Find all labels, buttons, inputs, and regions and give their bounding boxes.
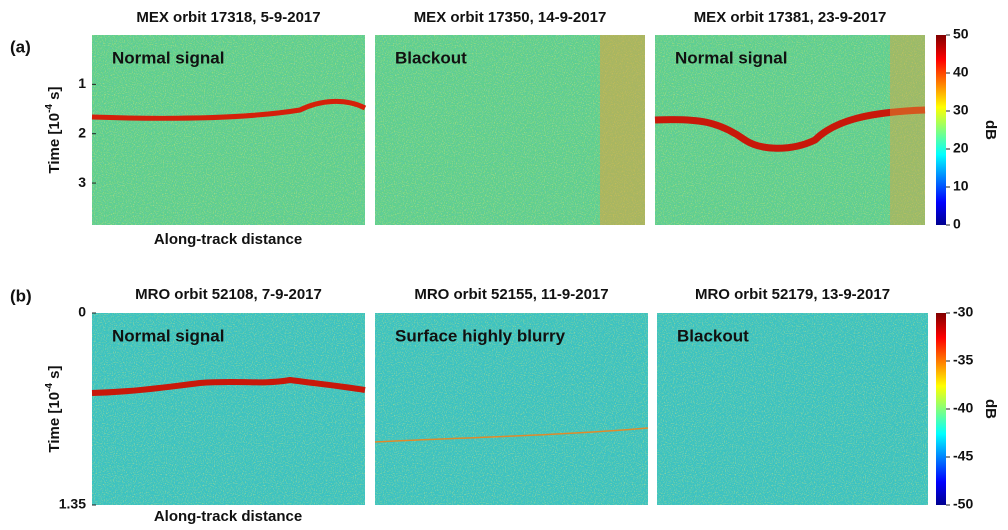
y-tick-label: 1 xyxy=(78,75,86,91)
panel-title: MEX orbit 17350, 14-9-2017 xyxy=(414,9,607,26)
colorbar-label: dB xyxy=(982,399,999,419)
colorbar-tick-label: 10 xyxy=(953,178,969,194)
colorbar-tick-label: 0 xyxy=(953,216,961,232)
y-axis-label-text: Time [10 xyxy=(46,392,63,453)
y-tick-label: 3 xyxy=(78,174,86,190)
panel-annotation: Normal signal xyxy=(112,326,224,345)
y-tick-label: 2 xyxy=(78,124,86,140)
panel-annotation: Surface highly blurry xyxy=(395,326,566,345)
x-axis-label: Along-track distance xyxy=(154,231,302,248)
colorbar-tick-label: -45 xyxy=(953,448,973,464)
panel-annotation: Blackout xyxy=(677,326,749,345)
y-tick-label: 1.35 xyxy=(59,496,86,512)
colorbar-tick-label: 30 xyxy=(953,102,969,118)
colorbar-tick-label: 20 xyxy=(953,140,969,156)
colorbar-tick-label: -50 xyxy=(953,496,973,512)
panel-title: MEX orbit 17381, 23-9-2017 xyxy=(694,9,887,26)
colorbar-tick-label: 40 xyxy=(953,64,969,80)
y-axis-label-unit: s] xyxy=(46,365,63,383)
y-tick-label: 0 xyxy=(78,304,86,320)
y-axis-label-exp: -4 xyxy=(44,383,55,392)
colorbar-tick-label: -35 xyxy=(953,352,973,368)
y-axis-label-text: Time [10 xyxy=(46,113,63,174)
speckle xyxy=(657,313,928,505)
colorbar xyxy=(936,35,946,225)
colorbar-label: dB xyxy=(982,120,999,140)
y-axis-label-exp: -4 xyxy=(44,104,55,113)
colorbar-tick-label: 50 xyxy=(953,26,969,42)
panel-title: MRO orbit 52108, 7-9-2017 xyxy=(135,286,322,303)
panel-annotation: Normal signal xyxy=(675,48,787,67)
colorbar-tick-label: -30 xyxy=(953,304,973,320)
speckle xyxy=(92,35,365,225)
x-axis-label: Along-track distance xyxy=(154,508,302,525)
speckle xyxy=(375,313,648,505)
panel-annotation: Normal signal xyxy=(112,48,224,67)
colorbar-tick-label: -40 xyxy=(953,400,973,416)
surface-echoes xyxy=(91,35,926,443)
panel-title: MRO orbit 52179, 13-9-2017 xyxy=(695,286,890,303)
panel-title: MEX orbit 17318, 5-9-2017 xyxy=(136,9,320,26)
y-axis-label-unit: s] xyxy=(46,86,63,104)
panel-label: (b) xyxy=(10,286,32,305)
speckle xyxy=(92,313,365,505)
y-axis-label: Time [10-4 s] xyxy=(44,365,63,452)
colorbar xyxy=(936,313,946,505)
panel-label: (a) xyxy=(10,37,31,56)
panel-annotation: Blackout xyxy=(395,48,467,67)
panel-title: MRO orbit 52155, 11-9-2017 xyxy=(414,286,608,303)
y-axis-label: Time [10-4 s] xyxy=(44,86,63,173)
speckle xyxy=(655,35,925,225)
